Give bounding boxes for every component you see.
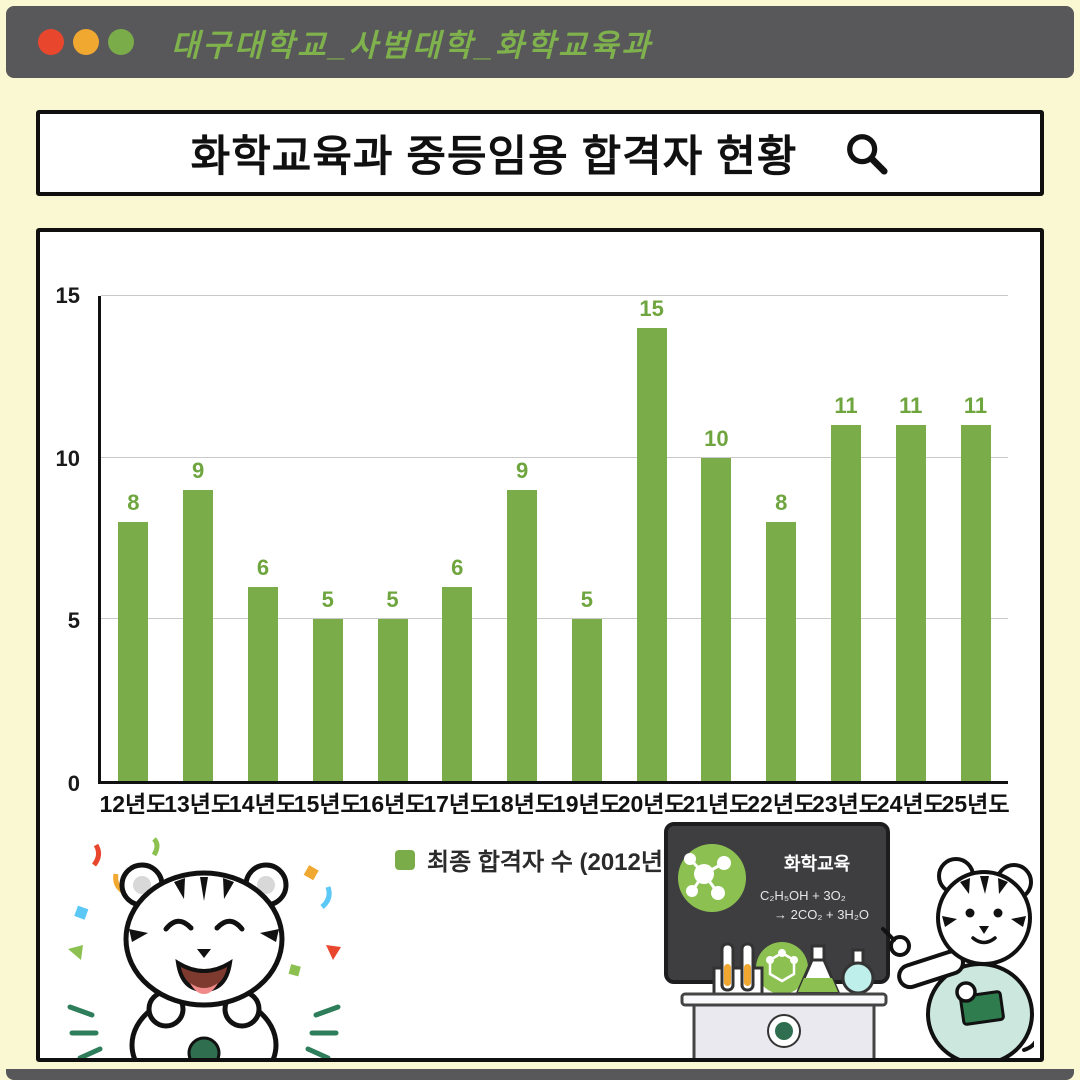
chart-container: 0 5 10 15 8 12년도 9 13년도 6 14년도 5 15년도 5 16년도 6 17년도 9 18…	[36, 228, 1044, 1062]
bar-group: 6 14년도	[229, 296, 297, 817]
bar	[766, 522, 797, 781]
lab-desk	[680, 992, 888, 1058]
bar	[312, 619, 343, 781]
bar-group: 15 20년도	[618, 296, 686, 817]
bar	[636, 328, 667, 781]
bar	[247, 587, 278, 781]
molecule-icon	[678, 844, 746, 912]
bar-value-label: 9	[515, 458, 529, 483]
bar-category-label: 13년도	[164, 791, 233, 817]
blackboard-formula-1: C₂H₅OH + 3O₂	[760, 888, 846, 903]
bar-value-label: 15	[639, 296, 664, 321]
search-icon[interactable]	[843, 130, 889, 176]
page-title: 화학교육과 중등임용 합격자 현황	[190, 133, 798, 181]
bar	[183, 490, 214, 781]
y-axis-tick-label: 15	[55, 283, 80, 308]
mascot-teacher-tiger-scene: 화학교육 C₂H₅OH + 3O₂ → 2CO₂ + 3H₂O	[664, 822, 1034, 1058]
gridline	[101, 295, 1008, 296]
blackboard-formula-2: → 2CO₂ + 3H₂O	[774, 907, 869, 922]
bar-value-label: 5	[321, 587, 334, 613]
bar-group: 11 23년도	[812, 296, 880, 817]
bar-value-label: 9	[192, 458, 205, 483]
mascot-celebrating-tiger	[67, 837, 341, 1058]
bar-value-label: 10	[704, 425, 729, 451]
bar-group: 8 12년도	[99, 296, 167, 817]
teacher-tiger	[881, 857, 1034, 1058]
bar-value-label: 5	[580, 587, 593, 613]
bar	[701, 457, 732, 781]
bar-category-label: 22년도	[747, 791, 816, 817]
bar	[830, 425, 861, 781]
bar-value-label: 11	[899, 393, 923, 419]
bar-group: 5 16년도	[359, 296, 427, 817]
bar-category-label: 24년도	[876, 791, 945, 817]
bar-group: 6 17년도	[423, 296, 491, 817]
window-maximize-button[interactable]	[108, 29, 134, 55]
legend-label: 최종 합격자 수 (2012년~)	[427, 849, 685, 876]
bar-value-label: 11	[834, 393, 858, 419]
page-title-box: 화학교육과 중등임용 합격자 현황	[36, 110, 1044, 196]
bar-value-label: 5	[386, 587, 399, 613]
bar-category-label: 15년도	[293, 791, 362, 817]
bar	[118, 522, 149, 781]
bar-category-label: 12년도	[99, 791, 168, 817]
window-title: 대구대학교_사범대학_화학교육과	[171, 27, 653, 63]
bar-group: 5 15년도	[294, 296, 362, 817]
y-axis-tick-label: 10	[55, 445, 80, 471]
bar	[895, 425, 926, 781]
bar-group: 5 19년도	[553, 296, 621, 817]
window-bottom-bar	[6, 1069, 1074, 1080]
bar-group: 11 25년도	[942, 296, 1010, 817]
chart-legend: 최종 합격자 수 (2012년~)	[40, 842, 1040, 877]
bar-category-label: 16년도	[358, 791, 427, 817]
legend-swatch	[395, 849, 416, 870]
y-axis-tick-label: 0	[67, 771, 80, 796]
window-titlebar: 대구대학교_사범대학_화학교육과	[6, 6, 1074, 78]
bar	[377, 619, 408, 781]
blackboard-title: 화학교육	[784, 853, 850, 874]
bar-group: 11 24년도	[877, 296, 945, 817]
plot-area: 8 12년도 9 13년도 6 14년도 5 15년도 5 16년도 6 17년도 9 18년도 5 19년도…	[98, 295, 1010, 817]
window-close-button[interactable]	[38, 29, 64, 55]
bar-group: 10 21년도	[682, 296, 750, 817]
bar-group: 9 13년도	[164, 296, 232, 817]
bars-group: 8 12년도 9 13년도 6 14년도 5 15년도 5 16년도 6 17년도 9 18년도 5 19년도…	[99, 296, 1010, 817]
bar-category-label: 17년도	[423, 791, 492, 817]
blackboard: 화학교육 C₂H₅OH + 3O₂ → 2CO₂ + 3H₂O	[664, 822, 890, 994]
bar	[442, 587, 473, 781]
bar-category-label: 20년도	[617, 791, 686, 817]
y-axis-tick-label: 5	[67, 608, 80, 634]
bar-group: 9 18년도	[488, 296, 556, 817]
gridline	[101, 456, 1008, 458]
bar	[960, 425, 991, 781]
bar-group: 8 22년도	[747, 296, 815, 817]
confetti	[68, 837, 341, 977]
sparkle-lines	[67, 1004, 341, 1058]
bar	[507, 490, 538, 781]
bar-value-label: 11	[963, 393, 988, 419]
gridline	[101, 618, 1008, 620]
bar-value-label: 6	[256, 555, 270, 580]
bar-category-label: 14년도	[229, 791, 297, 817]
bar-category-label: 25년도	[941, 791, 1010, 817]
bar-category-label: 23년도	[812, 791, 880, 817]
window-minimize-button[interactable]	[73, 29, 99, 55]
bar-category-label: 18년도	[488, 791, 557, 817]
bar-value-label: 6	[451, 555, 464, 580]
bar-category-label: 21년도	[682, 791, 751, 817]
bar-category-label: 19년도	[552, 791, 621, 817]
bar-value-label: 8	[127, 490, 140, 516]
structure-sketch-icon	[756, 942, 808, 994]
y-axis: 0 5 10 15	[40, 283, 90, 796]
bar	[571, 619, 602, 781]
bar-value-label: 8	[775, 490, 788, 516]
